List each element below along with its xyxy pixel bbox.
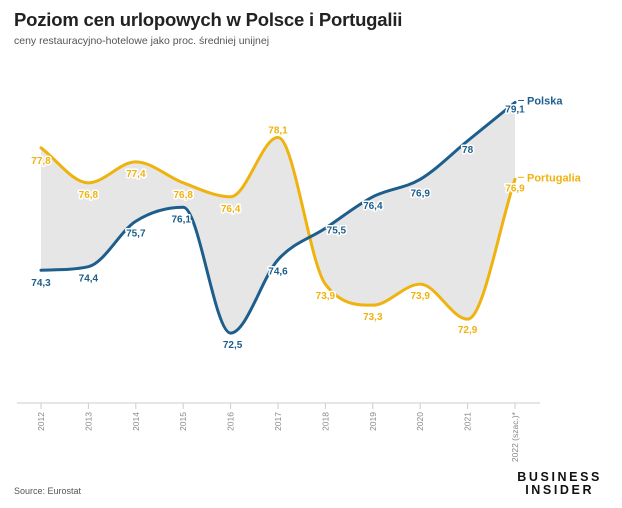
chart-subtitle: ceny restauracyjno-hotelowe jako proc. ś… — [14, 35, 270, 47]
x-tick-label: 2019 — [368, 412, 378, 431]
series-line-polska — [39, 100, 517, 335]
data-label-portugalia: 76,9 — [505, 183, 525, 194]
data-label-portugalia: 76,4 — [221, 204, 241, 215]
business-insider-logo: BUSINESS INSIDER — [517, 471, 602, 497]
series-label-portugalia: Portugalia — [527, 172, 582, 184]
data-label-portugalia: 76,8 — [173, 190, 193, 201]
series-label-polska: Polska — [527, 95, 563, 107]
data-label-portugalia: 77,8 — [31, 156, 51, 167]
x-tick-label: 2021 — [463, 412, 473, 431]
data-label-polska: 76,9 — [410, 188, 430, 199]
data-label-portugalia: 77,4 — [126, 169, 146, 180]
data-label-polska: 74,4 — [79, 274, 99, 285]
data-label-polska: 74,3 — [31, 278, 51, 289]
x-tick-label: 2022 (szac.)* — [510, 411, 520, 462]
data-label-polska: 72,5 — [223, 340, 243, 351]
series-line-portugalia — [39, 135, 517, 321]
gap-area — [41, 102, 515, 334]
x-tick-label: 2014 — [131, 412, 141, 431]
source-note: Source: Eurostat — [14, 486, 82, 496]
x-tick-label: 2012 — [36, 412, 46, 431]
data-label-polska: 75,7 — [126, 228, 146, 239]
data-label-polska: 78 — [462, 145, 474, 156]
data-label-polska: 79,1 — [505, 104, 525, 115]
x-tick-label: 2016 — [226, 412, 236, 431]
data-label-polska: 75,5 — [327, 225, 347, 236]
x-tick-label: 2015 — [178, 412, 188, 431]
x-tick-label: 2017 — [273, 412, 283, 431]
logo-line-2: INSIDER — [525, 483, 595, 497]
data-label-portugalia: 78,1 — [268, 125, 288, 136]
data-label-polska: 74,6 — [268, 267, 288, 278]
data-label-portugalia: 72,9 — [458, 325, 478, 336]
x-tick-label: 2020 — [415, 412, 425, 431]
data-label-polska: 76,4 — [363, 201, 383, 212]
data-label-portugalia: 76,8 — [79, 190, 99, 201]
x-tick-label: 2018 — [320, 412, 330, 431]
logo-line-1: BUSINESS — [517, 470, 602, 484]
chart-title: Poziom cen urlopowych w Polsce i Portuga… — [14, 9, 403, 30]
x-tick-label: 2013 — [83, 412, 93, 431]
data-label-portugalia: 73,9 — [316, 291, 336, 302]
data-label-polska: 76,1 — [171, 214, 191, 225]
data-label-portugalia: 73,9 — [410, 291, 430, 302]
data-label-portugalia: 73,3 — [363, 312, 383, 323]
